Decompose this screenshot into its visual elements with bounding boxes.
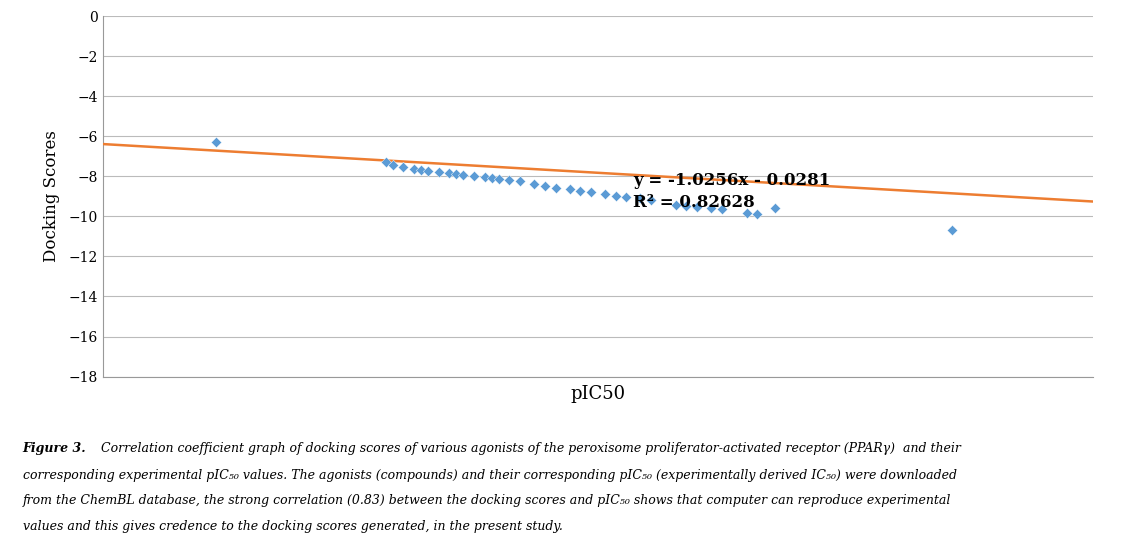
Point <box>525 180 543 189</box>
Point <box>582 188 600 197</box>
Point <box>511 177 530 186</box>
Text: Correlation coefficient graph of docking scores of various agonists of the perox: Correlation coefficient graph of docking… <box>97 442 960 455</box>
Point <box>429 168 448 176</box>
Point <box>535 182 554 190</box>
Point <box>490 175 508 183</box>
Text: values and this gives credence to the docking scores generated, in the present s: values and this gives credence to the do… <box>23 520 563 533</box>
Point <box>666 201 685 210</box>
Point <box>500 176 518 185</box>
Point <box>377 158 395 167</box>
Point <box>394 163 412 172</box>
Point <box>384 161 402 169</box>
Point <box>206 138 224 146</box>
Point <box>419 167 437 175</box>
Point <box>596 190 614 199</box>
Point <box>642 196 661 204</box>
Point <box>765 204 784 213</box>
Text: y = -1.0256x - 0.0281: y = -1.0256x - 0.0281 <box>633 172 830 189</box>
Point <box>483 174 501 183</box>
Point <box>465 172 483 181</box>
Point <box>448 170 466 179</box>
Point <box>748 210 767 219</box>
Point <box>440 169 458 178</box>
Text: from the ChemBL database, the strong correlation (0.83) between the docking scor: from the ChemBL database, the strong cor… <box>23 494 951 507</box>
Point <box>678 202 696 211</box>
Point <box>454 171 473 180</box>
Y-axis label: Docking Scores: Docking Scores <box>43 130 60 263</box>
Point <box>631 194 649 203</box>
Text: Figure 3.: Figure 3. <box>23 442 87 455</box>
Point <box>607 192 625 201</box>
Point <box>476 173 494 182</box>
Point <box>404 165 423 174</box>
Text: R² = 0.82628: R² = 0.82628 <box>633 194 755 211</box>
Text: corresponding experimental pIC₅₀ values. The agonists (compounds) and their corr: corresponding experimental pIC₅₀ values.… <box>23 469 957 482</box>
Point <box>737 209 755 218</box>
Point <box>547 184 565 193</box>
Point <box>412 166 431 175</box>
Point <box>688 203 706 211</box>
Point <box>571 187 589 196</box>
X-axis label: pIC50: pIC50 <box>571 385 625 403</box>
Point <box>560 185 579 194</box>
Point <box>702 204 720 213</box>
Point <box>617 193 636 202</box>
Point <box>943 226 961 235</box>
Point <box>713 205 731 214</box>
